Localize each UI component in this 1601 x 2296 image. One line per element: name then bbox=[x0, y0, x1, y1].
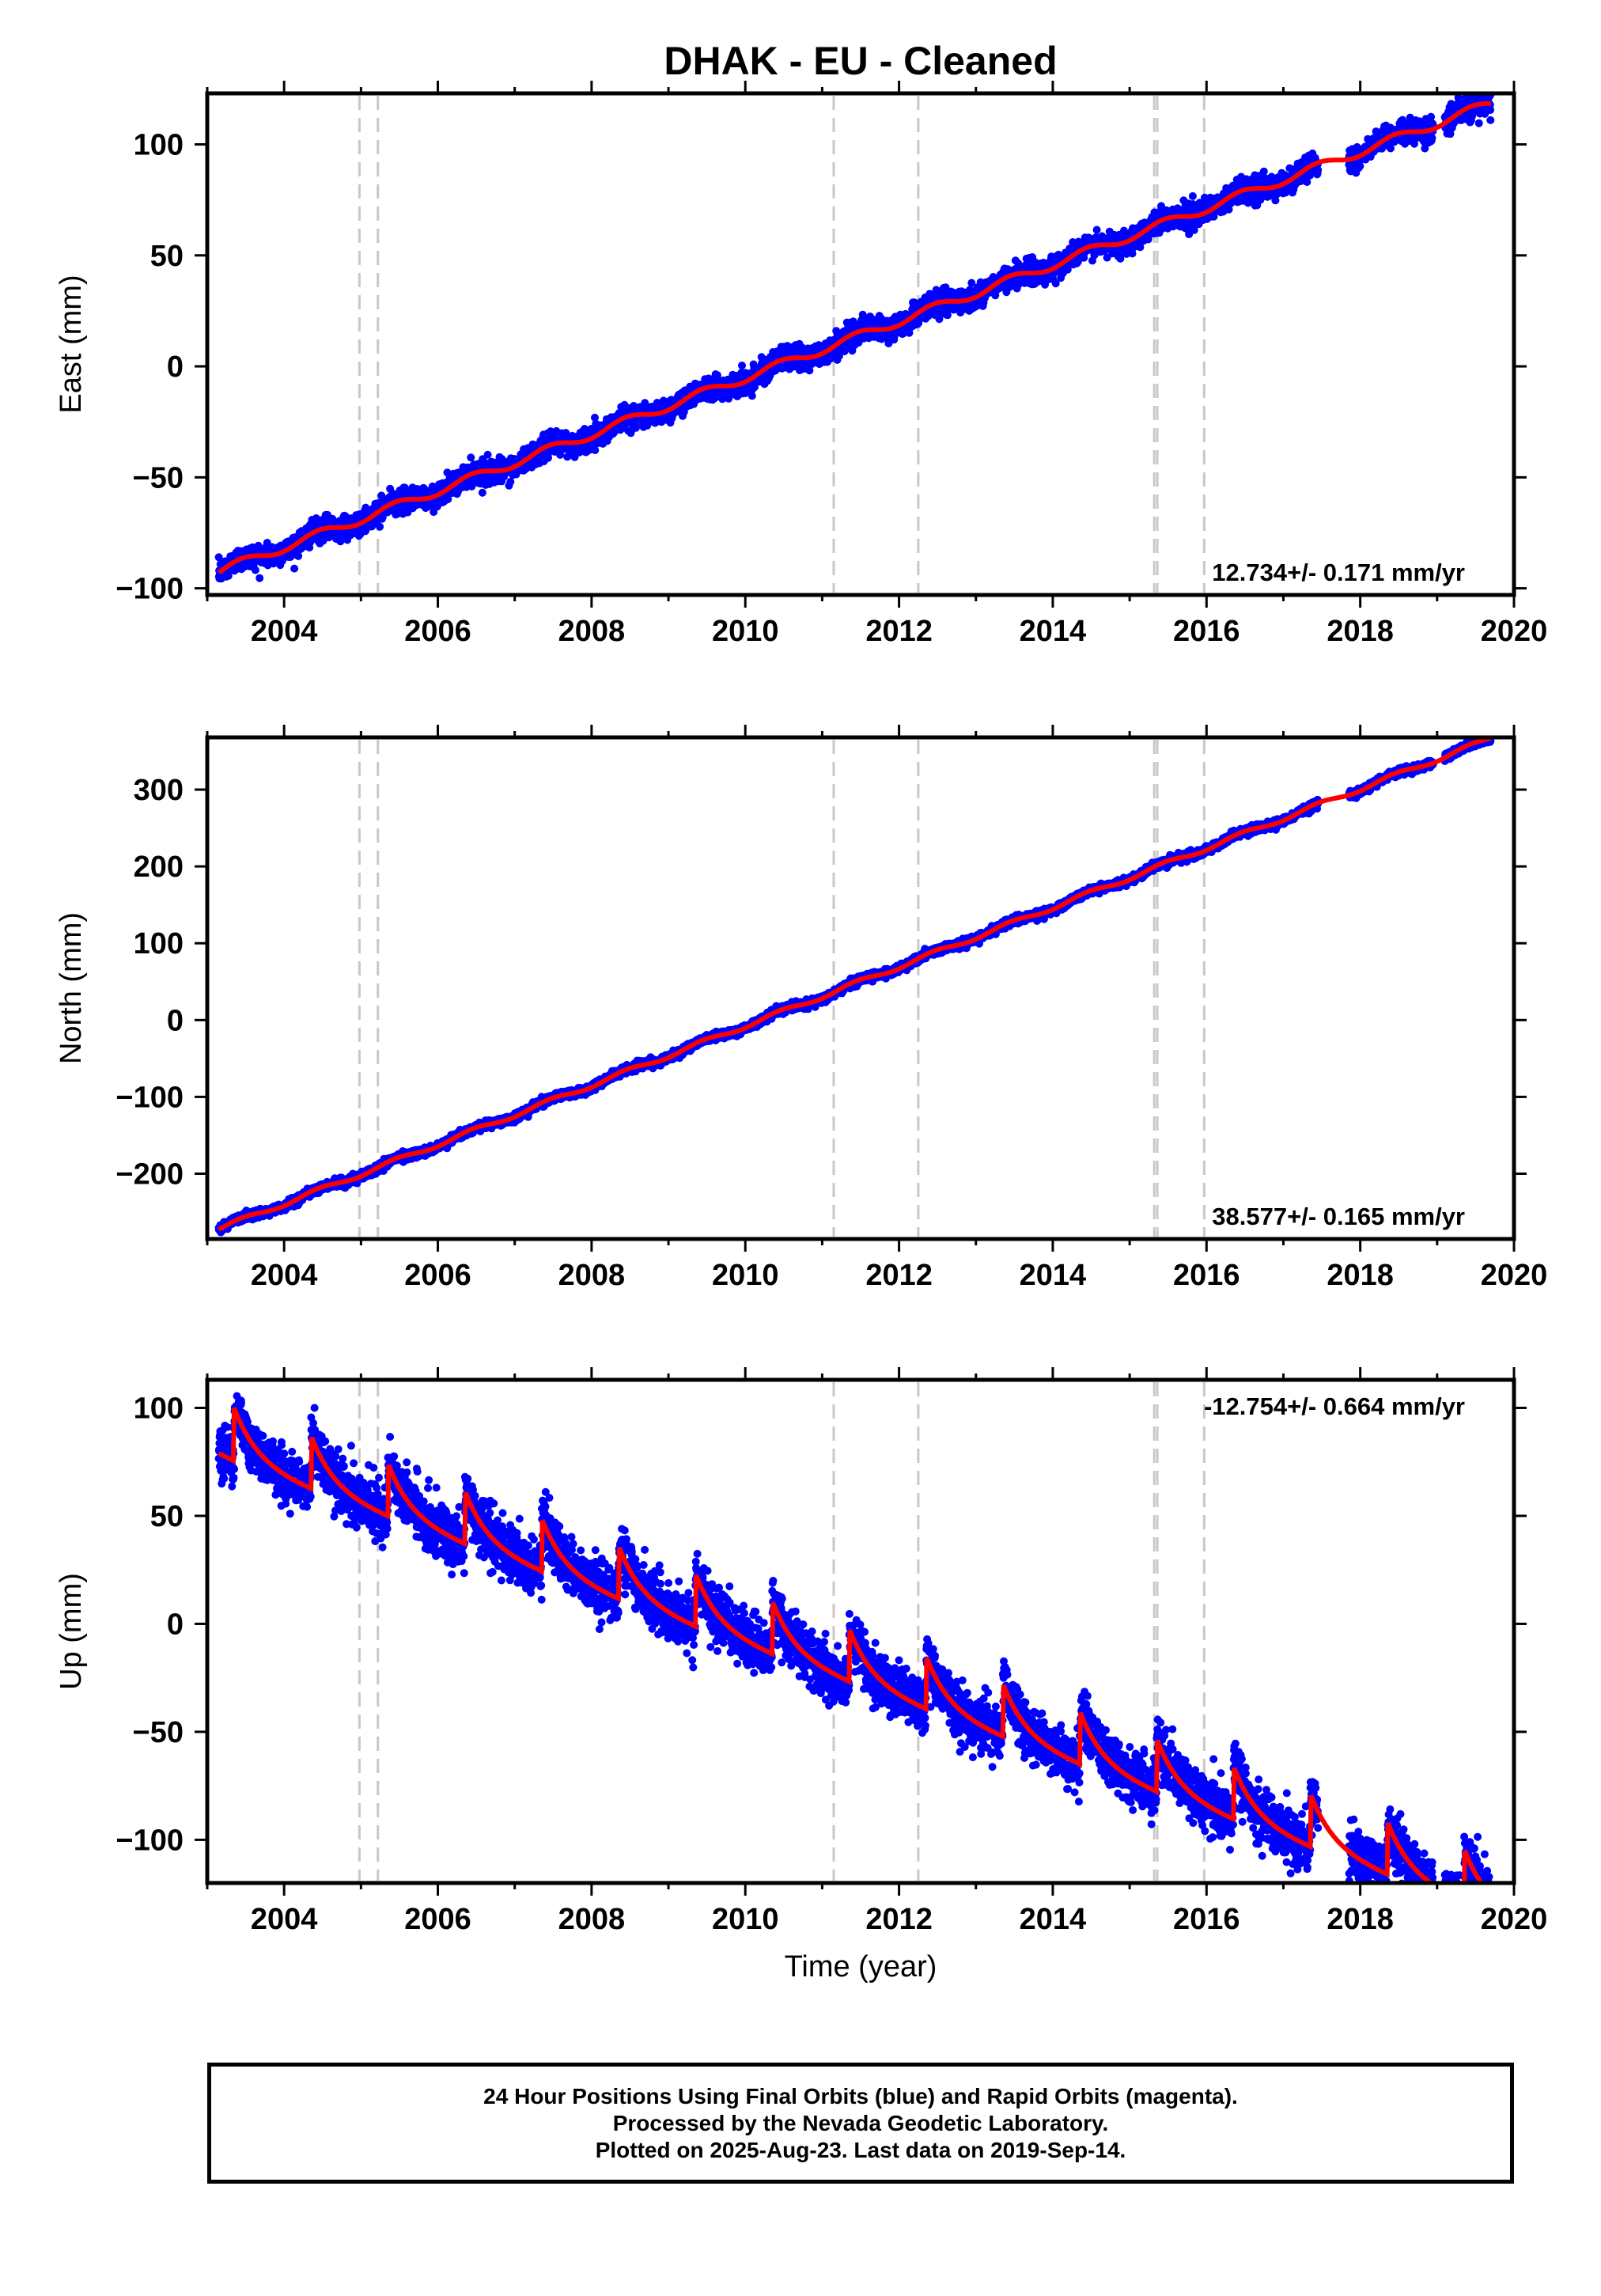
data-point bbox=[483, 450, 492, 459]
data-point bbox=[467, 453, 475, 462]
data-point bbox=[255, 574, 264, 582]
data-point bbox=[224, 571, 233, 580]
data-point bbox=[290, 564, 299, 573]
data-points-east bbox=[214, 93, 1495, 583]
data-point bbox=[376, 522, 384, 531]
data-point bbox=[631, 423, 640, 432]
panels-group: 2004 2006 2008 2010 2012 2014 2016 2018 2020−100… bbox=[55, 81, 1547, 1936]
data-point bbox=[478, 488, 486, 497]
data-point bbox=[251, 566, 259, 574]
data-point bbox=[544, 453, 552, 462]
data-point bbox=[1188, 191, 1197, 200]
data-point bbox=[943, 311, 952, 320]
data-point bbox=[738, 362, 746, 369]
data-point bbox=[506, 477, 515, 486]
data-point bbox=[1092, 225, 1101, 234]
data-point bbox=[336, 537, 345, 546]
panel-east: 2004 2006 2008 2010 2012 2014 2016 2018 2020−100… bbox=[55, 81, 1547, 648]
data-point bbox=[294, 551, 303, 560]
data-point bbox=[1128, 249, 1137, 258]
chart-title: DHAK - EU - Cleaned bbox=[664, 39, 1057, 83]
